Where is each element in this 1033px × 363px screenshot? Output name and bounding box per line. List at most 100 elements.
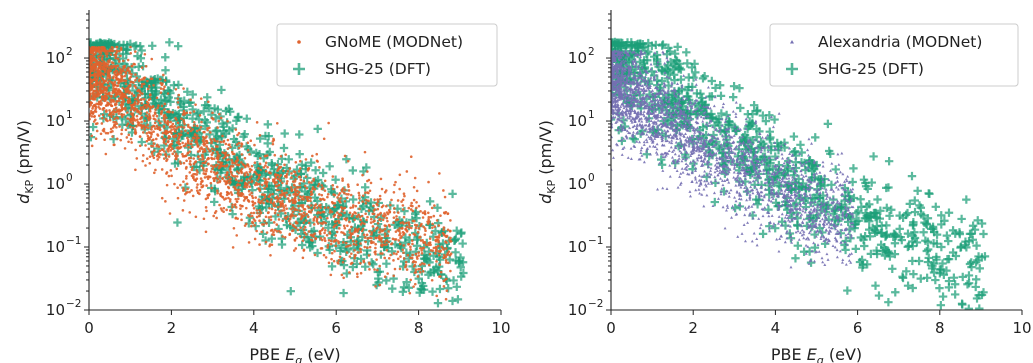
data-point: [781, 192, 785, 195]
data-point: [253, 237, 257, 241]
data-point: [357, 213, 360, 217]
data-point: [150, 133, 153, 136]
data-point: [696, 140, 700, 144]
data-point: [244, 182, 247, 186]
data-point: [106, 77, 109, 80]
data-point: [180, 117, 183, 120]
data-point: [114, 64, 118, 68]
data-point: [261, 236, 270, 245]
data-point: [95, 63, 98, 67]
data-point: [356, 228, 360, 232]
data-point: [394, 180, 397, 184]
data-point: [831, 165, 840, 174]
data-point: [165, 172, 168, 175]
data-point: [114, 51, 118, 55]
data-point: [163, 79, 167, 82]
data-point: [914, 256, 924, 266]
data-point: [401, 198, 405, 202]
data-point: [932, 252, 941, 262]
data-point: [449, 252, 453, 255]
data-point: [364, 202, 368, 205]
data-point: [226, 119, 229, 123]
data-point: [240, 170, 243, 173]
data-point: [268, 244, 271, 248]
data-point: [306, 158, 316, 167]
data-point: [363, 150, 367, 154]
data-point: [263, 177, 266, 180]
data-point: [629, 68, 638, 77]
data-point: [963, 280, 972, 289]
data-point: [409, 245, 412, 249]
data-point: [412, 265, 416, 268]
data-point: [374, 242, 377, 246]
data-point: [284, 211, 287, 215]
data-point: [106, 74, 110, 78]
data-point: [306, 169, 310, 172]
data-point: [907, 171, 917, 181]
data-point: [926, 224, 936, 234]
data-point: [157, 145, 161, 148]
data-point: [372, 212, 376, 216]
data-point: [179, 183, 182, 187]
data-point: [376, 268, 379, 272]
data-point: [861, 208, 870, 218]
data-point: [362, 233, 366, 237]
data-point: [313, 124, 322, 134]
data-point: [684, 127, 688, 130]
y-tick-exponent: −1: [66, 235, 81, 247]
data-point: [256, 211, 259, 215]
data-point: [770, 115, 779, 124]
data-point: [241, 204, 244, 208]
data-point: [291, 229, 294, 233]
data-point: [145, 100, 149, 104]
data-point: [331, 175, 340, 184]
data-point: [813, 259, 817, 263]
data-point: [972, 294, 982, 303]
data-point: [171, 147, 174, 150]
data-point: [347, 185, 350, 188]
data-point: [192, 162, 196, 166]
data-point: [141, 105, 145, 109]
data-point: [618, 38, 627, 48]
data-point: [428, 252, 432, 256]
data-point: [177, 147, 181, 150]
data-point: [301, 239, 305, 242]
data-point: [902, 267, 911, 276]
data-point: [126, 117, 130, 120]
data-point: [958, 300, 967, 309]
data-point: [431, 222, 434, 226]
data-point: [452, 282, 461, 292]
data-point: [231, 161, 234, 165]
data-point: [419, 270, 422, 274]
data-point: [386, 272, 389, 275]
data-point: [320, 193, 324, 197]
data-point: [162, 137, 165, 141]
data-point: [216, 145, 219, 148]
data-point: [679, 125, 683, 129]
data-point: [203, 149, 207, 153]
data-point: [418, 263, 422, 266]
data-point: [776, 203, 780, 206]
data-point: [781, 175, 785, 179]
data-point: [257, 182, 261, 186]
data-point: [110, 115, 113, 119]
data-point: [293, 170, 297, 174]
data-point: [193, 133, 197, 137]
data-point: [247, 214, 250, 217]
data-point: [680, 85, 684, 89]
data-point: [235, 175, 239, 178]
data-point: [103, 94, 106, 98]
data-point: [301, 256, 305, 260]
data-point: [402, 257, 406, 260]
data-point: [196, 183, 199, 186]
data-point: [108, 118, 112, 122]
data-point: [442, 256, 446, 260]
data-point: [743, 109, 753, 119]
data-point: [752, 132, 761, 142]
data-point: [108, 79, 111, 83]
data-point: [151, 99, 160, 109]
data-point: [647, 41, 657, 50]
data-point: [327, 261, 331, 265]
data-point: [120, 108, 124, 112]
data-point: [356, 183, 359, 187]
